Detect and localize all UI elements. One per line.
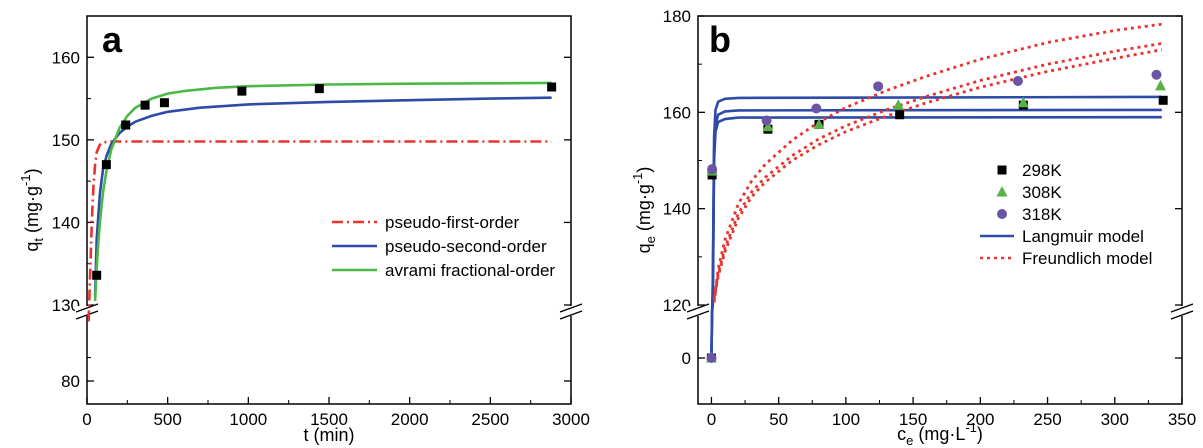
y-tick-label-b: 180 bbox=[663, 7, 691, 26]
data-point-318K bbox=[706, 353, 717, 363]
series-line-pseudo-second-order bbox=[93, 96, 552, 297]
legend-label-b: Freundlich model bbox=[1022, 249, 1152, 268]
y-tick-label-a: 80 bbox=[61, 372, 80, 391]
legend-marker-298K bbox=[997, 165, 1007, 175]
x-tick-label-a: 1000 bbox=[229, 410, 267, 429]
x-tick-label-b: 250 bbox=[1033, 410, 1061, 429]
x-tick-label-b: 350 bbox=[1168, 410, 1196, 429]
panel-b-letter: b bbox=[709, 19, 731, 60]
data-point-308K bbox=[1154, 79, 1166, 91]
data-point-298K bbox=[1158, 95, 1168, 105]
data-point-318K bbox=[707, 164, 718, 175]
x-axis-title-a: t (min) bbox=[304, 425, 355, 445]
data-point-a bbox=[101, 160, 111, 170]
legend-label-b: 308K bbox=[1022, 183, 1062, 202]
x-tick-label-a: 2000 bbox=[391, 410, 429, 429]
data-point-308K bbox=[1017, 96, 1029, 108]
axis-break-mask-left-a bbox=[75, 306, 99, 316]
data-point-318K bbox=[1012, 76, 1023, 87]
data-point-a bbox=[237, 86, 247, 96]
data-point-a bbox=[121, 120, 131, 130]
legend-marker-318K bbox=[997, 209, 1007, 219]
data-point-a bbox=[159, 98, 169, 108]
series-line-pseudo-first-order bbox=[87, 140, 552, 322]
plot-frame-b bbox=[697, 15, 1183, 405]
legend-label-a: avrami fractional-order bbox=[385, 261, 555, 280]
axis-break-mask-right-b bbox=[1170, 306, 1194, 316]
axis-break-mark-b bbox=[1170, 303, 1194, 313]
x-tick-label-b: 150 bbox=[899, 410, 927, 429]
freundlich-fit-line-3 bbox=[712, 48, 1163, 301]
x-tick-label-a: 2500 bbox=[471, 410, 509, 429]
panel-b: b 0 50 100 150 200 250 300 350 0 120 140 160 180 298K… bbox=[630, 7, 1196, 448]
curves-a bbox=[87, 81, 552, 322]
data-point-308K bbox=[762, 120, 774, 132]
x-tick-label-a: 0 bbox=[82, 410, 91, 429]
panel-a-letter: a bbox=[102, 19, 123, 60]
data-point-a bbox=[547, 82, 557, 92]
data-point-a bbox=[92, 270, 102, 280]
axis-break-mark-b bbox=[1170, 310, 1194, 320]
x-tick-label-a: 500 bbox=[153, 410, 181, 429]
data-point-a bbox=[314, 84, 324, 94]
x-tick-label-b: 200 bbox=[966, 410, 994, 429]
legend-label-b: Langmuir model bbox=[1022, 227, 1144, 246]
legend-label-b: 318K bbox=[1022, 205, 1062, 224]
curves-b bbox=[710, 22, 1163, 359]
data-point-318K bbox=[811, 103, 822, 114]
axis-break-mark-b bbox=[686, 303, 710, 313]
y-axis-title-b: qe (mg·g-1) bbox=[630, 167, 658, 254]
y-tick-label-b: 140 bbox=[663, 200, 691, 219]
x-tick-label-b: 0 bbox=[707, 410, 716, 429]
plot-frame-a bbox=[86, 15, 572, 405]
freundlich-fit-line-4 bbox=[712, 42, 1163, 299]
legend-label-a: pseudo-second-order bbox=[385, 237, 547, 256]
x-axis-title-b: ce (mg·L-1) bbox=[897, 420, 983, 448]
y-tick-label-b: 160 bbox=[663, 103, 691, 122]
data-point-a bbox=[140, 100, 150, 110]
y-tick-label-a: 160 bbox=[52, 48, 80, 67]
data-point-308K bbox=[892, 99, 904, 110]
langmuir-fit-line-2 bbox=[710, 95, 1162, 359]
axis-break-mark-a bbox=[559, 303, 583, 313]
legend-marker-308K bbox=[996, 186, 1008, 197]
axis-break-mark-a bbox=[75, 303, 99, 313]
x-tick-label-a: 1500 bbox=[310, 410, 348, 429]
panel-a: a 0 500 1000 1500 2000 2500 3000 80 130 140 150 160… bbox=[18, 15, 590, 445]
axis-break-mask-right-a bbox=[559, 306, 583, 316]
data-point-318K bbox=[873, 81, 884, 92]
axis-break-mark-b bbox=[686, 310, 710, 320]
x-tick-label-b: 100 bbox=[832, 410, 860, 429]
data-point-298K bbox=[895, 110, 905, 120]
y-tick-label-b: 120 bbox=[663, 296, 691, 315]
y-axis-title-a: qt (mg·g-1) bbox=[18, 168, 46, 251]
axis-break-mark-a bbox=[559, 310, 583, 320]
data-point-318K bbox=[761, 115, 772, 126]
series-line-avrami-fractional-order bbox=[93, 81, 552, 301]
y-tick-label-a: 140 bbox=[52, 213, 80, 232]
axis-break-mark-a bbox=[75, 310, 99, 320]
legend-label-b: 298K bbox=[1022, 161, 1062, 180]
data-point-308K bbox=[813, 118, 825, 129]
y-tick-label-a: 150 bbox=[52, 131, 80, 150]
y-tick-label-a: 130 bbox=[52, 296, 80, 315]
x-tick-label-a: 3000 bbox=[552, 410, 590, 429]
x-tick-label-b: 300 bbox=[1101, 410, 1129, 429]
x-tick-label-b: 50 bbox=[769, 410, 788, 429]
data-point-318K bbox=[1151, 69, 1162, 80]
y-tick-label-b: 0 bbox=[682, 349, 691, 368]
axis-break-mask-left-b bbox=[686, 306, 710, 316]
legend-label-a: pseudo-first-order bbox=[385, 213, 520, 232]
